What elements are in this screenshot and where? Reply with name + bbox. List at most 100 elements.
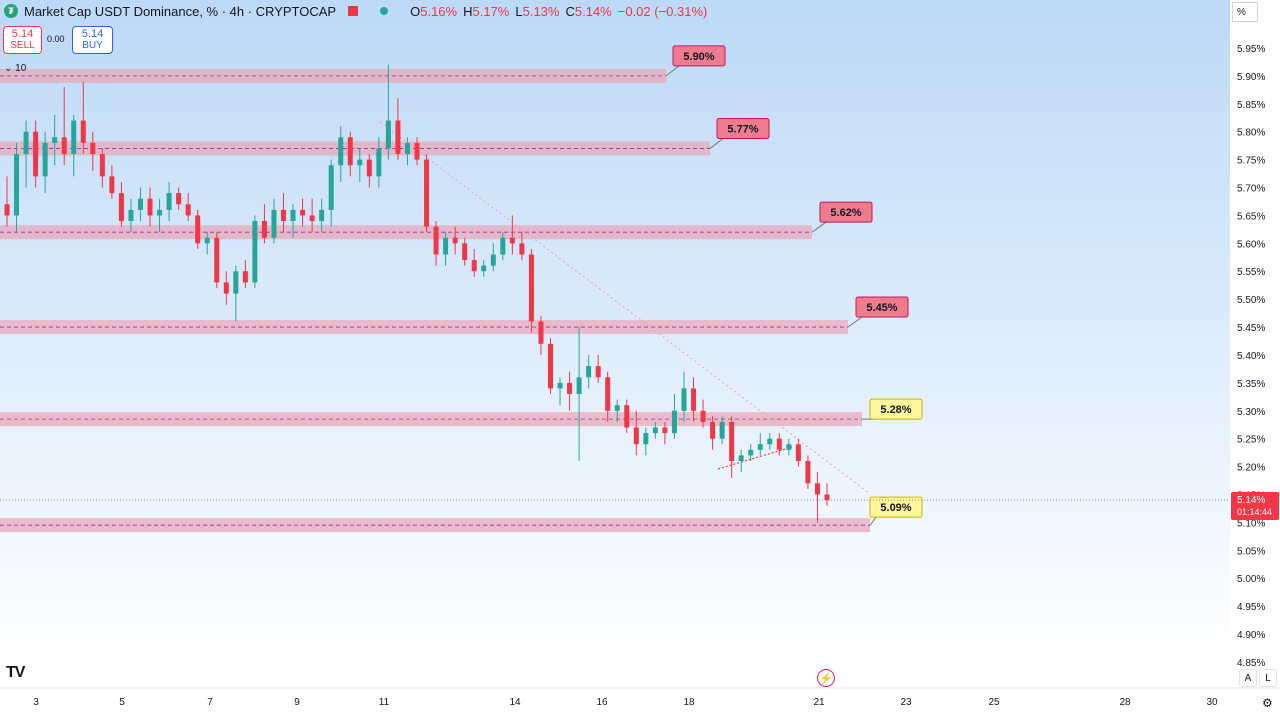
candle-body[interactable] <box>729 421 735 461</box>
candle-body[interactable] <box>90 142 96 155</box>
candle-body[interactable] <box>14 154 20 216</box>
candle-body[interactable] <box>176 193 182 205</box>
candle-body[interactable] <box>52 137 58 143</box>
level-label-box[interactable] <box>819 201 873 223</box>
candle-body[interactable] <box>767 438 773 445</box>
candle-body[interactable] <box>614 405 620 411</box>
candle-body[interactable] <box>547 343 553 389</box>
candle-body[interactable] <box>519 243 525 255</box>
candle-body[interactable] <box>80 120 86 143</box>
candle-body[interactable] <box>223 282 229 294</box>
indicators-collapse-toggle[interactable]: ⌄ 10 <box>4 63 27 74</box>
candle-body[interactable] <box>214 237 220 283</box>
candle-body[interactable] <box>700 410 706 422</box>
candle-body[interactable] <box>757 444 763 450</box>
candle-body[interactable] <box>242 271 248 283</box>
candle-body[interactable] <box>633 427 639 445</box>
candle-body[interactable] <box>795 444 801 461</box>
candle-body[interactable] <box>328 165 334 210</box>
candle-body[interactable] <box>309 215 315 222</box>
last-price-badge[interactable] <box>1231 492 1279 521</box>
candle-body[interactable] <box>710 421 716 439</box>
candle-body[interactable] <box>118 193 124 222</box>
candle-body[interactable] <box>490 254 496 266</box>
candle-body[interactable] <box>671 410 677 434</box>
candle-body[interactable] <box>252 221 258 283</box>
candle-body[interactable] <box>452 237 458 244</box>
candle-body[interactable] <box>528 254 534 322</box>
candle-body[interactable] <box>691 388 697 411</box>
market-status-icon[interactable] <box>380 7 389 15</box>
candle-body[interactable] <box>261 221 267 238</box>
candle-body[interactable] <box>500 237 506 255</box>
candle-body[interactable] <box>605 377 611 411</box>
candle-body[interactable] <box>786 444 792 450</box>
candle-body[interactable] <box>204 237 210 244</box>
candle-body[interactable] <box>347 137 353 166</box>
candle-body[interactable] <box>776 438 782 450</box>
buy-button[interactable]: 5.14 BUY <box>72 26 113 54</box>
candle-body[interactable] <box>166 193 172 210</box>
candle-body[interactable] <box>385 120 391 149</box>
candle-body[interactable] <box>481 265 487 272</box>
candle-body[interactable] <box>662 427 668 434</box>
candle-body[interactable] <box>748 449 754 456</box>
level-label-box[interactable] <box>716 117 770 139</box>
candle-body[interactable] <box>643 433 649 445</box>
candle-body[interactable] <box>567 382 573 395</box>
candle-body[interactable] <box>652 427 658 434</box>
candle-body[interactable] <box>433 226 439 255</box>
resistance-zone[interactable] <box>0 141 710 156</box>
candle-body[interactable] <box>357 159 363 166</box>
candle-body[interactable] <box>366 159 372 177</box>
candle-body[interactable] <box>137 198 143 210</box>
candle-body[interactable] <box>395 120 401 155</box>
candle-body[interactable] <box>538 321 544 344</box>
candle-body[interactable] <box>281 209 287 222</box>
candle-body[interactable] <box>404 142 410 155</box>
flash-icon[interactable]: ⚡ <box>817 669 835 687</box>
level-label-box[interactable] <box>855 296 909 318</box>
sell-button[interactable]: 5.14 SELL <box>3 26 42 54</box>
candle-body[interactable] <box>814 483 820 495</box>
candle-body[interactable] <box>157 209 163 216</box>
candle-body[interactable] <box>376 148 382 177</box>
level-label-box[interactable] <box>672 45 726 67</box>
candle-body[interactable] <box>509 237 515 244</box>
candle-body[interactable] <box>576 377 582 395</box>
gear-icon[interactable]: ⚙ <box>1262 696 1273 710</box>
candle-body[interactable] <box>681 388 687 411</box>
candle-body[interactable] <box>109 176 115 194</box>
auto-scale-button[interactable]: A <box>1239 669 1257 687</box>
candle-body[interactable] <box>462 243 468 261</box>
candle-body[interactable] <box>33 131 39 177</box>
level-label-box[interactable] <box>869 398 923 420</box>
flag-icon[interactable] <box>348 6 359 16</box>
candle-body[interactable] <box>271 209 277 238</box>
log-scale-button[interactable]: L <box>1259 669 1277 687</box>
candle-body[interactable] <box>42 142 48 177</box>
candle-body[interactable] <box>443 237 449 255</box>
candle-body[interactable] <box>195 215 201 244</box>
candle-body[interactable] <box>719 421 725 439</box>
candle-body[interactable] <box>624 405 630 428</box>
candle-body[interactable] <box>595 366 601 378</box>
candle-body[interactable] <box>185 204 191 216</box>
candle-body[interactable] <box>319 209 325 222</box>
candle-body[interactable] <box>61 137 67 155</box>
candle-body[interactable] <box>290 209 296 222</box>
candle-body[interactable] <box>99 154 105 177</box>
level-label-box[interactable] <box>869 496 923 518</box>
candle-body[interactable] <box>824 494 830 501</box>
candle-body[interactable] <box>471 260 477 272</box>
candle-body[interactable] <box>805 460 811 484</box>
tradingview-logo[interactable]: TV <box>6 664 25 681</box>
candle-body[interactable] <box>147 198 153 216</box>
resistance-zone[interactable] <box>0 412 862 427</box>
candle-body[interactable] <box>557 382 563 389</box>
candle-body[interactable] <box>4 204 10 216</box>
scale-mode-button[interactable]: % <box>1232 2 1258 22</box>
candle-body[interactable] <box>338 137 344 166</box>
symbol-title[interactable]: Market Cap USDT Dominance, % · 4h · CRYP… <box>24 3 337 19</box>
